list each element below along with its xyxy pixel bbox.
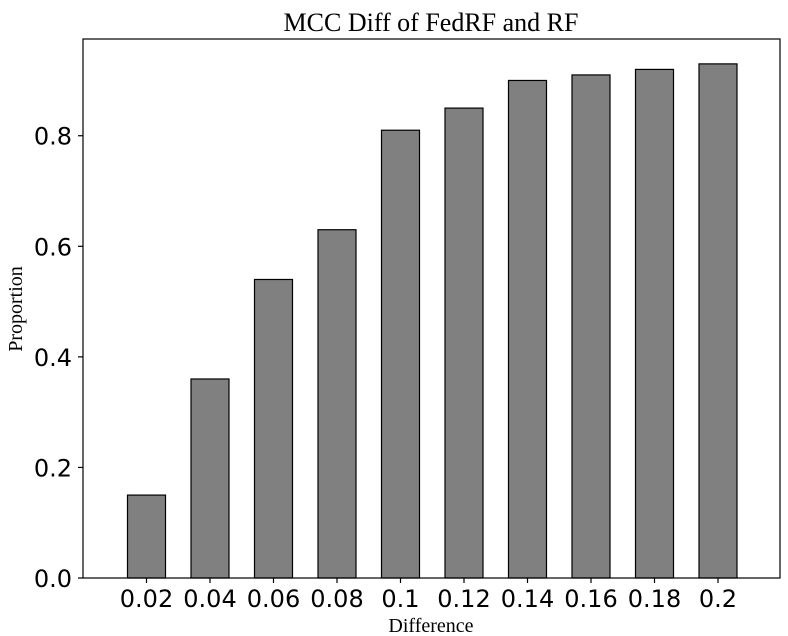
bar-0.16: [571, 74, 611, 579]
x-tick-label: 0.1: [381, 585, 419, 613]
bar-0.02: [126, 494, 167, 579]
bar-0.12: [444, 107, 484, 579]
x-tick-label: 0.02: [120, 585, 173, 613]
y-tick-label: 0.6: [34, 233, 72, 261]
y-tick-label: 0.8: [34, 123, 72, 151]
x-axis-label: Difference: [388, 615, 473, 636]
x-tick-label: 0.14: [501, 585, 554, 613]
bar-0.06: [253, 278, 294, 579]
plot-frame: [82, 38, 781, 579]
bar-0.2: [698, 63, 738, 579]
chart-title: MCC Diff of FedRF and RF: [284, 8, 579, 37]
bar-0.04: [190, 378, 230, 579]
y-axis-label: Proportion: [5, 266, 27, 352]
y-tick-label: 0.2: [34, 454, 72, 482]
x-tick-label: 0.12: [437, 585, 490, 613]
bar-0.1: [380, 129, 421, 579]
x-tick-label: 0.18: [628, 585, 681, 613]
x-tick-label: 0.2: [699, 585, 737, 613]
y-axis: 0.0 0.2 0.4 0.6 0.8: [34, 123, 83, 593]
y-tick-label: 0.0: [34, 565, 72, 593]
y-tick-label: 0.4: [34, 344, 72, 372]
x-tick-label: 0.16: [564, 585, 617, 613]
bar-0.14: [507, 79, 548, 579]
x-tick-label: 0.08: [310, 585, 363, 613]
bars-layer: [126, 63, 738, 579]
x-tick-label: 0.06: [247, 585, 300, 613]
bar-0.18: [634, 68, 675, 579]
x-tick-label: 0.04: [183, 585, 236, 613]
x-axis: 0.02 0.04 0.06 0.08 0.1 0.12 0.14 0.16 0.18 0.2: [120, 578, 737, 613]
bar-0.08: [317, 229, 357, 579]
